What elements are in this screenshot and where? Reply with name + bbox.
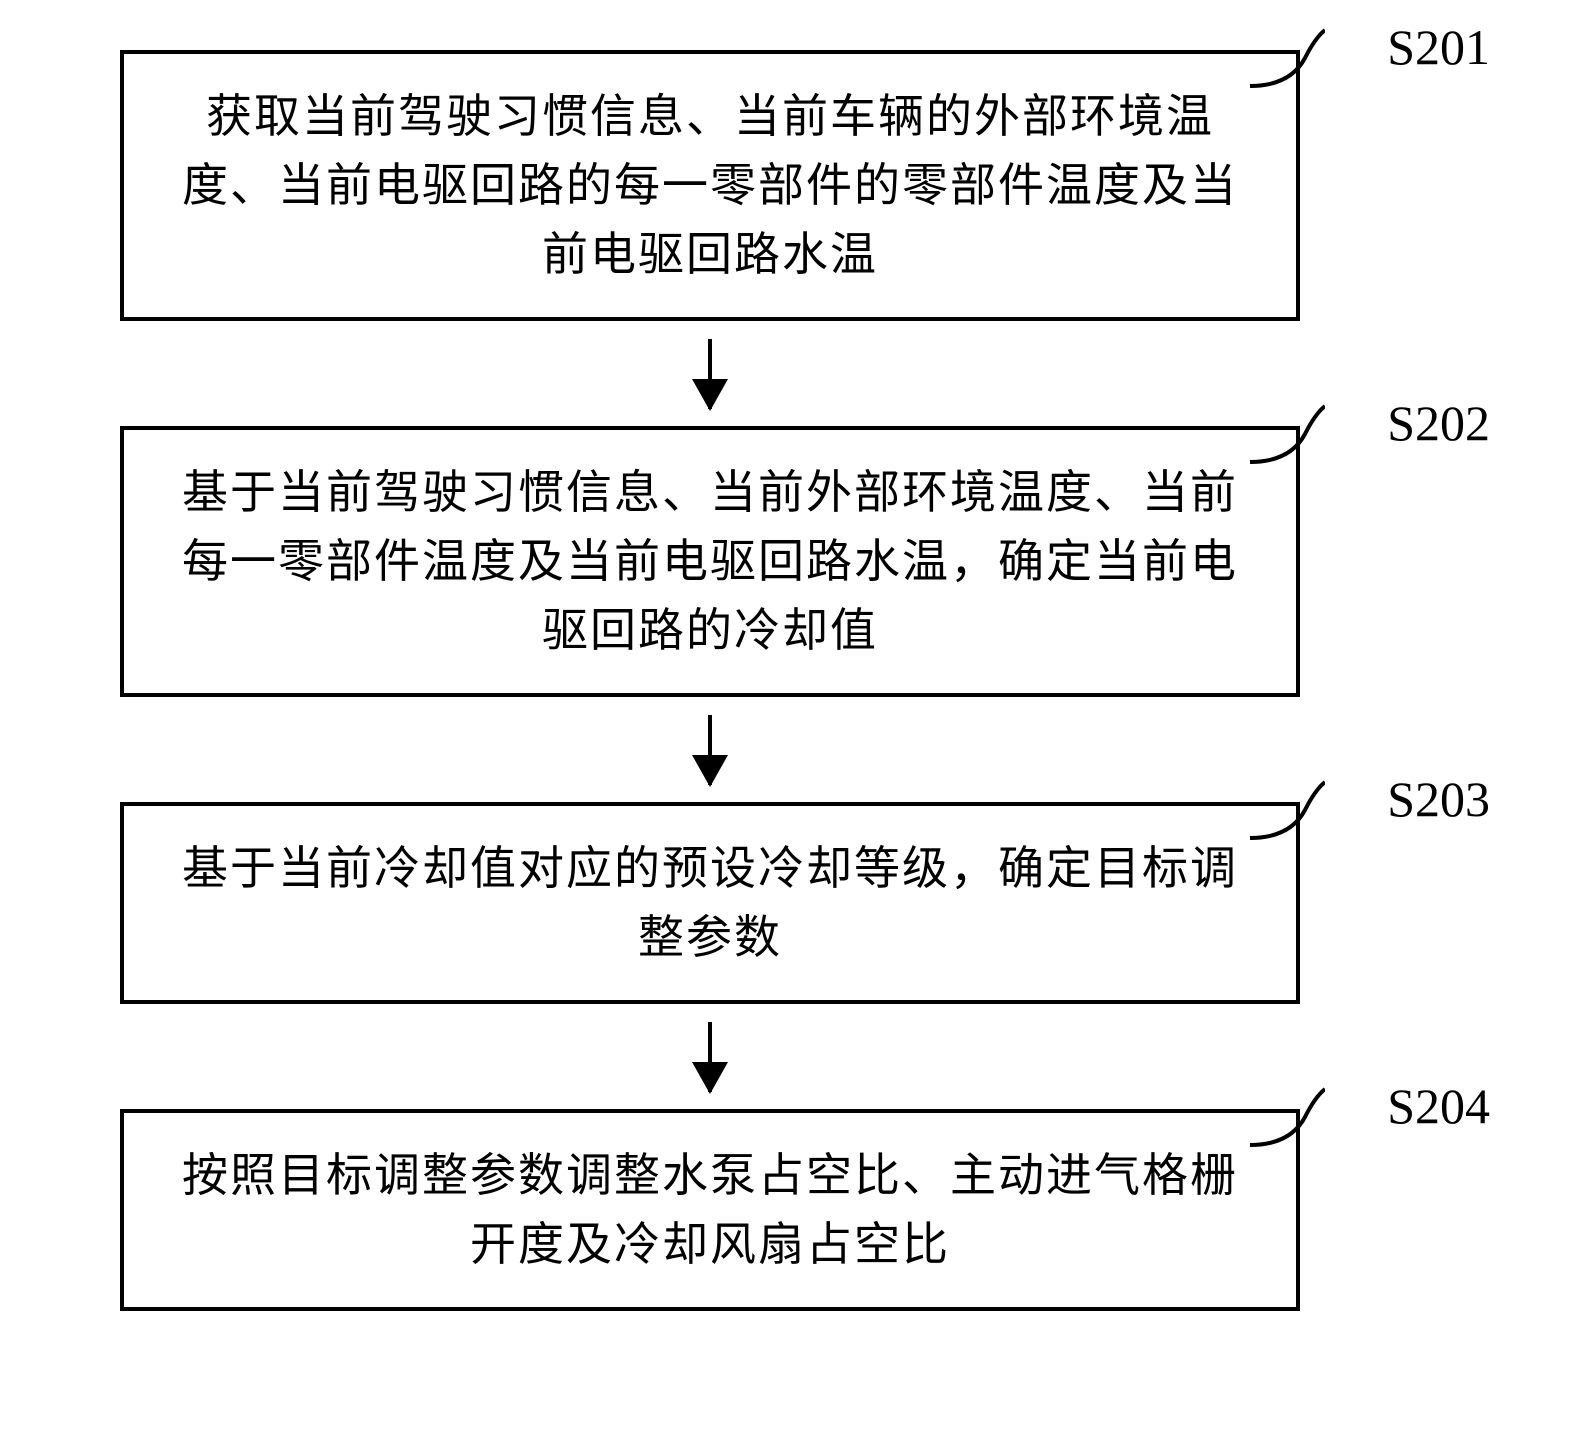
- step-text-s204: 按照目标调整参数调整水泵占空比、主动进气格栅开度及冷却风扇占空比: [164, 1141, 1256, 1279]
- arrow-s202-s203: [120, 697, 1300, 802]
- step-box-s203: 基于当前冷却值对应的预设冷却等级，确定目标调整参数: [120, 802, 1300, 1004]
- step-text-s201: 获取当前驾驶习惯信息、当前车辆的外部环境温度、当前电驱回路的每一零部件的零部件温…: [164, 82, 1256, 289]
- bracket-s202: [1250, 404, 1325, 464]
- step-label-s202: S202: [1387, 394, 1490, 452]
- step-wrapper-s203: S203 基于当前冷却值对应的预设冷却等级，确定目标调整参数: [60, 802, 1520, 1004]
- step-wrapper-s204: S204 按照目标调整参数调整水泵占空比、主动进气格栅开度及冷却风扇占空比: [60, 1109, 1520, 1311]
- step-text-s203: 基于当前冷却值对应的预设冷却等级，确定目标调整参数: [164, 834, 1256, 972]
- flowchart-container: S201 获取当前驾驶习惯信息、当前车辆的外部环境温度、当前电驱回路的每一零部件…: [60, 50, 1520, 1311]
- arrow-down-icon: [708, 1022, 712, 1092]
- step-box-s204: 按照目标调整参数调整水泵占空比、主动进气格栅开度及冷却风扇占空比: [120, 1109, 1300, 1311]
- arrow-down-icon: [708, 339, 712, 409]
- step-label-s201: S201: [1387, 18, 1490, 76]
- step-box-s201: 获取当前驾驶习惯信息、当前车辆的外部环境温度、当前电驱回路的每一零部件的零部件温…: [120, 50, 1300, 321]
- step-text-s202: 基于当前驾驶习惯信息、当前外部环境温度、当前每一零部件温度及当前电驱回路水温，确…: [164, 458, 1256, 665]
- arrow-s203-s204: [120, 1004, 1300, 1109]
- step-wrapper-s202: S202 基于当前驾驶习惯信息、当前外部环境温度、当前每一零部件温度及当前电驱回…: [60, 426, 1520, 697]
- step-label-s203: S203: [1387, 770, 1490, 828]
- bracket-s201: [1250, 28, 1325, 88]
- step-wrapper-s201: S201 获取当前驾驶习惯信息、当前车辆的外部环境温度、当前电驱回路的每一零部件…: [60, 50, 1520, 321]
- step-label-s204: S204: [1387, 1077, 1490, 1135]
- bracket-s203: [1250, 780, 1325, 840]
- step-box-s202: 基于当前驾驶习惯信息、当前外部环境温度、当前每一零部件温度及当前电驱回路水温，确…: [120, 426, 1300, 697]
- arrow-down-icon: [708, 715, 712, 785]
- bracket-s204: [1250, 1087, 1325, 1147]
- arrow-s201-s202: [120, 321, 1300, 426]
